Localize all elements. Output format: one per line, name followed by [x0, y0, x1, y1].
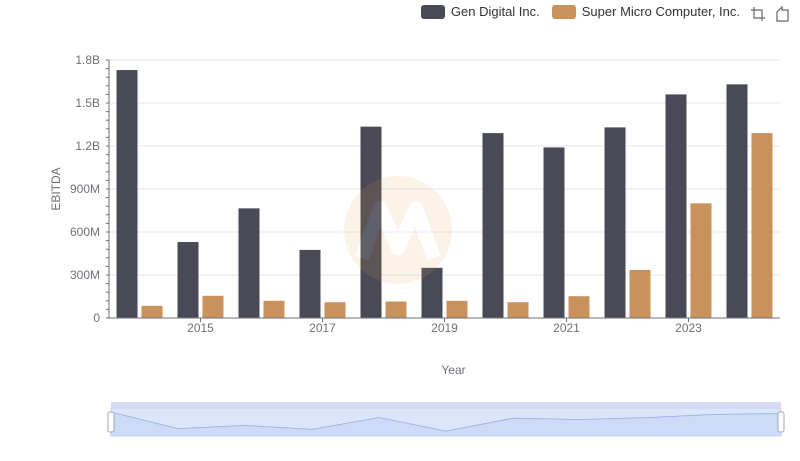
bars: [116, 70, 773, 319]
y-tick-label: 0: [93, 311, 100, 325]
y-tick-label: 300M: [70, 268, 100, 282]
legend-swatch: [420, 4, 445, 19]
bar-gen-digital-2020[interactable]: [482, 133, 504, 318]
y-tick-label: 1.5B: [75, 96, 100, 110]
bar-super-micro-2022[interactable]: [629, 269, 651, 318]
x-tick-label: 2017: [309, 321, 336, 335]
zoom-preview-area: [111, 412, 781, 436]
bar-gen-digital-2014[interactable]: [116, 70, 138, 319]
x-tick-label: 2019: [431, 321, 458, 335]
bar-gen-digital-2019[interactable]: [421, 267, 443, 318]
zoom-icon[interactable]: [750, 6, 766, 22]
bar-super-micro-2023[interactable]: [690, 203, 712, 318]
watermark-logo: [344, 176, 452, 284]
bar-super-micro-2019[interactable]: [446, 300, 468, 318]
y-tick-label: 600M: [70, 225, 100, 239]
bar-gen-digital-2018[interactable]: [360, 126, 382, 319]
axes: 0 300M 600M 900M 1.2B 1.5B 1.8B 2015 2017 2019 202…: [70, 53, 780, 335]
zoom-handle-right[interactable]: [777, 411, 785, 433]
bar-super-micro-2020[interactable]: [507, 302, 529, 318]
bar-gen-digital-2016[interactable]: [238, 208, 260, 318]
zoom-handle-left[interactable]: [107, 411, 115, 433]
y-tick-label: 900M: [70, 182, 100, 196]
legend-label: Gen Digital Inc.: [450, 4, 540, 19]
legend-item-gen-digital[interactable]: Gen Digital Inc.: [420, 4, 540, 19]
x-tick-label: 2021: [553, 321, 580, 335]
legend-item-super-micro[interactable]: Super Micro Computer, Inc.: [551, 4, 740, 19]
bar-gen-digital-2023[interactable]: [665, 94, 687, 319]
zoom-handle-bar[interactable]: [111, 402, 781, 408]
data-zoom-slider[interactable]: [107, 402, 785, 437]
bar-super-micro-2018[interactable]: [385, 301, 407, 318]
legend-swatch: [551, 4, 576, 19]
bar-super-micro-2014[interactable]: [141, 305, 163, 318]
legend-label: Super Micro Computer, Inc.: [581, 4, 740, 19]
x-tick-label: 2015: [187, 321, 214, 335]
x-axis-label: Year: [441, 363, 465, 377]
bar-super-micro-2024[interactable]: [751, 133, 773, 318]
bar-gen-digital-2024[interactable]: [726, 84, 748, 318]
bar-gen-digital-2015[interactable]: [177, 242, 199, 318]
y-tick-label: 1.8B: [75, 53, 100, 67]
y-tick-label: 1.2B: [75, 139, 100, 153]
bar-super-micro-2015[interactable]: [202, 295, 224, 318]
bar-gen-digital-2022[interactable]: [604, 127, 626, 318]
y-axis-label: EBITDA: [49, 167, 63, 210]
bar-super-micro-2017[interactable]: [324, 302, 346, 318]
restore-icon[interactable]: [774, 6, 790, 22]
x-tick-label: 2023: [675, 321, 702, 335]
bar-super-micro-2016[interactable]: [263, 300, 285, 318]
bar-gen-digital-2021[interactable]: [543, 147, 565, 318]
toolbox: [750, 6, 790, 22]
legend: Gen Digital Inc. Super Micro Computer, I…: [409, 4, 740, 19]
bar-super-micro-2021[interactable]: [568, 296, 590, 318]
bar-gen-digital-2017[interactable]: [299, 249, 321, 318]
